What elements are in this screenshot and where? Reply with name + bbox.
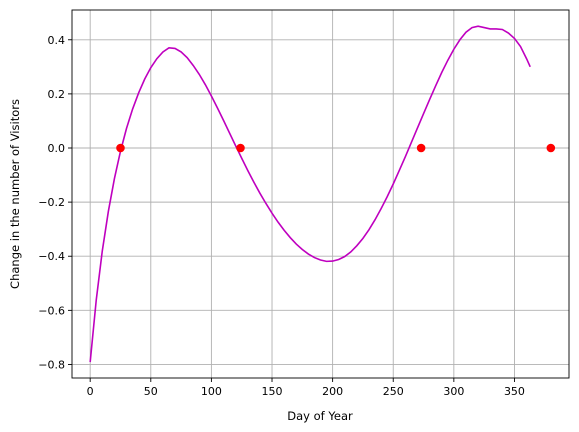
y-tick-label: −0.4 (38, 250, 65, 263)
data-point (236, 143, 245, 153)
y-tick-label: −0.8 (38, 358, 65, 371)
x-tick-label: 50 (144, 385, 158, 398)
x-axis-label: Day of Year (287, 409, 353, 423)
x-tick-label: 300 (443, 385, 464, 398)
x-tick-label: 100 (201, 385, 222, 398)
data-point (546, 143, 556, 153)
y-tick-label: 0.4 (48, 34, 66, 47)
grid-lines (72, 10, 569, 378)
plot-frame (71, 9, 570, 379)
x-tick-label: 150 (262, 385, 283, 398)
series-points (116, 143, 556, 153)
y-tick-label: 0.0 (48, 142, 66, 155)
y-tick-label: 0.2 (48, 88, 66, 101)
y-axis-ticks: −0.8 −0.6 −0.4 −0.2 0.0 0.2 0.4 (38, 34, 72, 371)
x-axis-ticks: 0 50 100 150 200 250 300 350 (87, 378, 525, 398)
x-tick-label: 350 (504, 385, 525, 398)
x-tick-label: 200 (322, 385, 343, 398)
series-line (89, 25, 531, 363)
y-tick-label: −0.6 (38, 304, 65, 317)
data-point (416, 143, 426, 153)
x-tick-label: 0 (87, 385, 94, 398)
y-tick-label: −0.2 (38, 196, 65, 209)
x-tick-label: 250 (383, 385, 404, 398)
data-point (116, 143, 125, 153)
y-axis-label: Change in the number of Visitors (8, 99, 22, 289)
